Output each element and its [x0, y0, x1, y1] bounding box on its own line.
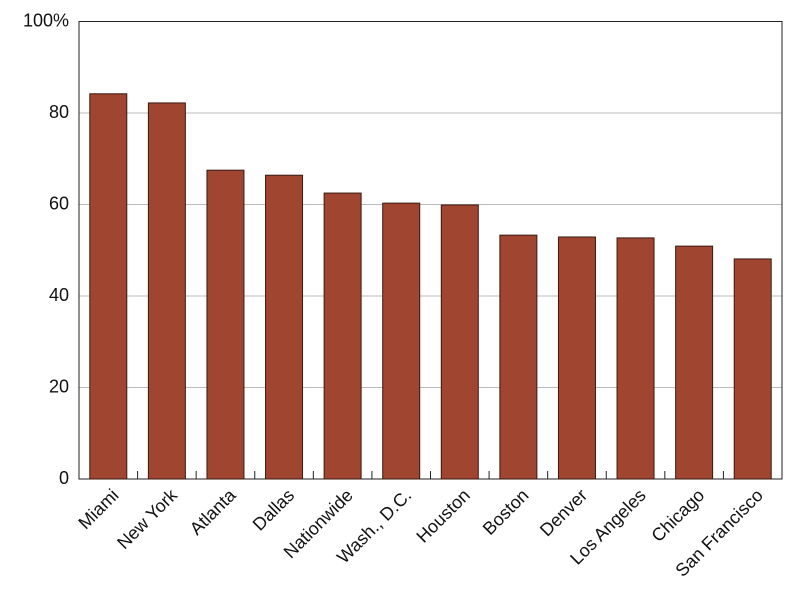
bar: [206, 169, 245, 480]
bar: [147, 102, 186, 480]
y-tick-label: 100%: [23, 10, 69, 30]
y-tick-label: 40: [49, 285, 69, 305]
x-tick-label: Dallas: [249, 485, 299, 535]
bar: [440, 204, 479, 480]
y-tick-label: 0: [59, 468, 69, 488]
bar: [733, 258, 772, 480]
y-tick-label: 60: [49, 193, 69, 213]
y-tick-label: 20: [49, 376, 69, 396]
bar: [499, 234, 538, 480]
x-tick-label: Houston: [412, 485, 474, 547]
bar: [89, 93, 128, 480]
y-tick-label: 80: [49, 102, 69, 122]
x-tick-label: Miami: [74, 485, 122, 533]
bar: [557, 236, 596, 480]
bar: [265, 174, 304, 480]
bar: [675, 245, 714, 480]
x-tick-label: New York: [113, 484, 182, 553]
x-tick-label: Atlanta: [186, 484, 240, 538]
x-tick-label: Chicago: [647, 485, 708, 546]
bar: [323, 192, 362, 480]
x-tick-label: Boston: [479, 485, 533, 539]
bar: [382, 202, 421, 480]
x-tick-label: Denver: [536, 485, 591, 540]
bar: [616, 237, 655, 480]
